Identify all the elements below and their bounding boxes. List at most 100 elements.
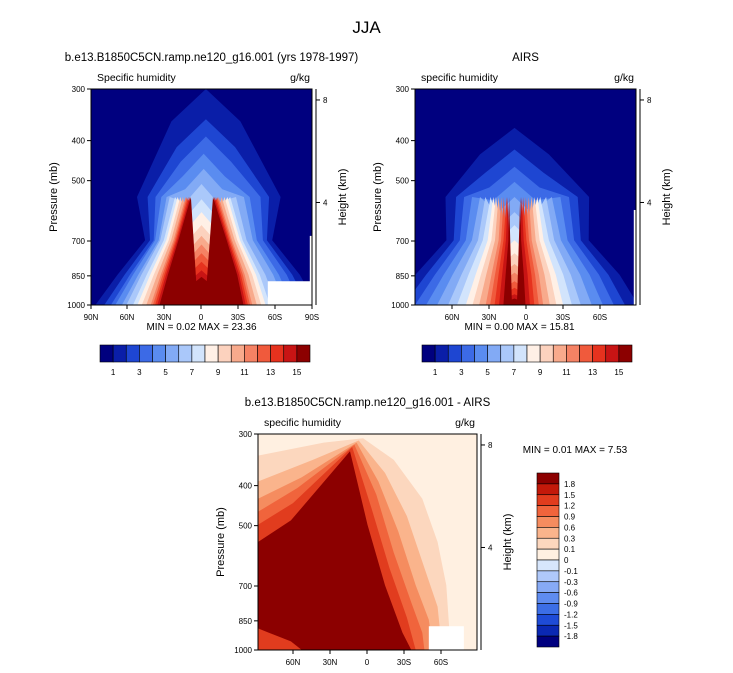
colorbar-swatch (536, 505, 560, 517)
colorbar-swatch (536, 624, 560, 637)
colorbar-tick-label: 13 (266, 368, 275, 377)
y-tick-label: 850 (72, 272, 86, 281)
colorbar-tick-label: -0.9 (564, 600, 578, 609)
panel-units-label: g/kg (290, 72, 310, 84)
colorbar-swatch (125, 344, 140, 363)
colorbar-swatch (536, 483, 560, 496)
contour-level-6 (258, 451, 412, 650)
colorbar-tick-label: 1.2 (564, 502, 576, 511)
colorbar-tick-label: -0.3 (564, 578, 578, 587)
y-tick-label: 1000 (391, 301, 409, 310)
contour-field-2 (258, 434, 477, 650)
x-tick-label: 30S (556, 313, 570, 322)
colorbar-swatch (461, 344, 475, 363)
height-tick-label: 8 (488, 441, 493, 450)
colorbar-tick-label: -0.1 (564, 567, 578, 576)
colorbar-swatch (579, 344, 593, 363)
colorbar-tick-label: 7 (190, 368, 195, 377)
contour-field-0 (91, 89, 312, 305)
colorbar-swatch (536, 494, 560, 506)
colorbar-swatch (513, 344, 528, 363)
contour-level-14 (159, 197, 244, 305)
panel-variable-label: specific humidity (421, 72, 499, 84)
y-tick-label: 500 (239, 522, 253, 531)
x-tick-label: 60S (268, 313, 282, 322)
panel-variable-label: Specific humidity (97, 72, 177, 84)
height-tick-label: 4 (647, 198, 652, 207)
colorbar-tick-label: 7 (512, 368, 517, 377)
height-tick-label: 8 (647, 96, 652, 105)
colorbar-swatch (566, 344, 580, 363)
x-tick-label: 60S (593, 313, 607, 322)
height-tick-label: 4 (488, 543, 493, 552)
x-tick-label: 30N (157, 313, 172, 322)
colorbar-swatch (447, 344, 462, 363)
colorbar-tick-label: 1.8 (564, 480, 576, 489)
colorbar-swatch (421, 344, 436, 363)
colorbar-swatch (257, 344, 271, 363)
colorbar-swatch (152, 344, 166, 363)
y-tick-label: 400 (239, 482, 253, 491)
colorbar-tick-label: 9 (216, 368, 221, 377)
panel-title: b.e13.B1850C5CN.ramp.ne120_g16.001 - AIR… (245, 397, 491, 409)
y-tick-label: 400 (72, 137, 86, 146)
y-tick-label: 850 (239, 617, 253, 626)
axes-1: 60N 30N 0 30S 60S 300 400 500 700 850 1000 Pressure… (372, 52, 673, 322)
y-tick-label: 700 (239, 582, 253, 591)
height-tick-label: 4 (323, 198, 328, 207)
colorbar-tick-label: 0.6 (564, 523, 576, 532)
colorbar-tick-label: 0.1 (564, 545, 576, 554)
x-tick-label: 30S (231, 313, 245, 322)
colorbar-tick-label: 5 (163, 368, 168, 377)
y-tick-label: 300 (72, 85, 86, 94)
colorbar-swatch (487, 344, 502, 363)
x-tick-label: 30N (482, 313, 497, 322)
colorbar-swatch (139, 344, 153, 363)
colorbar-swatch (165, 344, 180, 363)
y-tick-label: 500 (396, 177, 410, 186)
panel-min-max-stats: MIN = 0.01 MAX = 7.53 (523, 445, 628, 456)
colorbar-swatch (605, 344, 620, 363)
y-tick-label: 1000 (234, 646, 252, 655)
colorbar-tick-label: 0 (564, 556, 569, 565)
colorbar-swatch (99, 344, 114, 363)
colorbar-swatch (178, 344, 193, 363)
colorbar-swatch (191, 344, 206, 363)
colorbar-swatch (536, 548, 560, 561)
x-tick-label: 90S (305, 313, 319, 322)
colorbar-swatch (230, 344, 245, 363)
colorbar-tick-label: 13 (588, 368, 597, 377)
y-axis-label: Pressure (mb) (372, 162, 384, 232)
colorbar-swatch (536, 614, 560, 626)
colorbar-swatch (500, 344, 515, 363)
missing-data-region (309, 235, 312, 305)
y-axis-label: Pressure (mb) (215, 507, 227, 577)
colorbar-swatch (536, 472, 560, 485)
colorbar-tick-label: 3 (459, 368, 464, 377)
panel-title: AIRS (512, 52, 539, 64)
x-tick-label: 0 (524, 313, 529, 322)
figure-title: JJA (352, 18, 381, 37)
colorbar-swatch (536, 570, 560, 583)
colorbar-swatch (283, 344, 298, 363)
height-axis-label: Height (km) (337, 169, 349, 226)
colorbar-swatch (112, 344, 127, 363)
panel-variable-label: specific humidity (264, 417, 342, 429)
colorbar-swatch (204, 344, 219, 363)
contour-field-1 (415, 89, 636, 305)
colorbar-tick-label: 15 (292, 368, 301, 377)
colorbar-tick-label: 5 (485, 368, 490, 377)
panel-min-max-stats: MIN = 0.00 MAX = 15.81 (464, 322, 574, 333)
colorbar-swatch (536, 537, 560, 550)
colorbar-tick-label: -0.6 (564, 589, 578, 598)
colorbar-tick-label: 3 (137, 368, 142, 377)
missing-data-region (267, 281, 312, 305)
colorbar-swatch (270, 344, 285, 363)
colorbar-swatch (244, 344, 258, 363)
colorbar-swatch (217, 344, 232, 363)
x-tick-label: 0 (365, 658, 370, 667)
colorbar-swatch (526, 344, 541, 363)
height-axis-label: Height (km) (661, 169, 673, 226)
colorbar-tick-label: 0.9 (564, 513, 576, 522)
